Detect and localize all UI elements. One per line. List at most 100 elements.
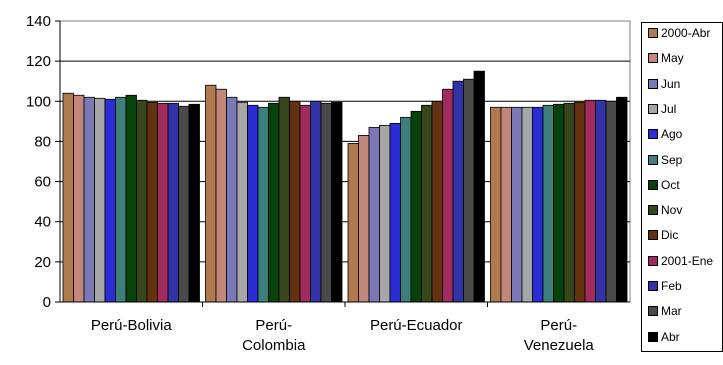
x-tick-label: Perú-Ecuador bbox=[370, 317, 463, 334]
legend-label: 2000-Abr bbox=[661, 26, 711, 40]
bar-may-1 bbox=[215, 88, 227, 303]
bar-may-3 bbox=[500, 106, 512, 303]
bar-dic-2 bbox=[431, 100, 443, 303]
y-tick-label: 20 bbox=[34, 254, 51, 271]
bar-ago-0 bbox=[104, 98, 116, 303]
legend-swatch bbox=[648, 179, 658, 190]
legend-swatch bbox=[648, 331, 658, 342]
bar-abr-2 bbox=[473, 70, 485, 303]
legend-swatch bbox=[648, 78, 658, 89]
bar-oct-0 bbox=[125, 94, 137, 303]
bar-nov-0 bbox=[136, 99, 148, 303]
bar-2000-abr-0 bbox=[62, 92, 74, 303]
bar-2000-abr-2 bbox=[347, 143, 359, 303]
bar-dic-0 bbox=[146, 101, 158, 303]
legend-label: Ago bbox=[661, 127, 683, 142]
legend: 2000-Abr May Jun Jul Ago Sep Oct Nov Dic 2001-Ene… bbox=[641, 22, 723, 352]
legend-item: Nov bbox=[648, 202, 682, 218]
legend-item: Jun bbox=[648, 76, 680, 92]
bar-jul-3 bbox=[521, 106, 533, 303]
x-axis: Perú-Bolivia Perú-Colombia Perú-Ecuador Per… bbox=[60, 301, 630, 354]
legend-swatch bbox=[648, 306, 658, 317]
bar-abr-3 bbox=[616, 96, 628, 303]
legend-label: Dic bbox=[661, 228, 679, 243]
bar-abr-1 bbox=[331, 101, 343, 303]
bar-sep-3 bbox=[542, 104, 554, 303]
bar-jun-3 bbox=[511, 106, 523, 303]
legend-item: Feb bbox=[648, 278, 682, 294]
legend-label: Nov bbox=[661, 203, 683, 218]
chart: 0 20 40 60 80 100 120 140 Perú-Bolivia Perú-Colo… bbox=[26, 13, 631, 354]
legend-item: Sep bbox=[648, 152, 682, 168]
legend-item: Abr bbox=[648, 329, 680, 345]
bar-nov-3 bbox=[563, 102, 575, 303]
legend-item: Jul bbox=[648, 101, 676, 117]
bar-2001-ene-2 bbox=[442, 88, 454, 303]
bar-jul-1 bbox=[236, 101, 248, 303]
bar-may-2 bbox=[358, 135, 370, 303]
bar-feb-1 bbox=[310, 100, 322, 303]
bar-ago-2 bbox=[389, 122, 401, 303]
bar-2001-ene-0 bbox=[157, 102, 169, 303]
legend-item: Ago bbox=[648, 126, 682, 142]
bar-nov-1 bbox=[278, 96, 290, 303]
bar-oct-2 bbox=[410, 110, 422, 303]
bar-jul-2 bbox=[379, 124, 391, 303]
bar-2001-ene-3 bbox=[584, 99, 596, 303]
bar-may-0 bbox=[73, 94, 85, 303]
legend-label: Feb bbox=[661, 279, 682, 293]
bar-sep-1 bbox=[257, 106, 269, 303]
bars bbox=[62, 70, 628, 303]
legend-swatch bbox=[648, 154, 658, 165]
bar-ago-1 bbox=[247, 104, 259, 303]
bar-oct-3 bbox=[553, 103, 565, 303]
legend-item: Oct bbox=[648, 177, 680, 193]
bar-mar-1 bbox=[320, 102, 332, 303]
legend-item: 2000-Abr bbox=[648, 25, 710, 41]
y-tick-label: 80 bbox=[34, 133, 51, 150]
y-tick-label: 60 bbox=[34, 174, 51, 191]
bar-oct-1 bbox=[268, 102, 280, 303]
legend-swatch bbox=[648, 281, 658, 291]
y-tick-label: 120 bbox=[26, 53, 51, 70]
y-tick-label: 40 bbox=[34, 214, 51, 231]
bar-mar-0 bbox=[178, 105, 190, 303]
bar-sep-2 bbox=[400, 116, 412, 303]
bar-jul-0 bbox=[94, 97, 106, 303]
bar-feb-0 bbox=[167, 102, 179, 303]
legend-label: 2001-Ene bbox=[661, 253, 714, 268]
legend-swatch bbox=[648, 103, 658, 114]
legend-label: Mar bbox=[661, 304, 682, 319]
x-tick-label: Perú-Colombia bbox=[242, 317, 306, 354]
legend-item: Dic bbox=[648, 227, 678, 243]
legend-swatch bbox=[648, 129, 658, 140]
y-axis: 0 20 40 60 80 100 120 140 bbox=[26, 13, 61, 311]
bar-feb-2 bbox=[452, 80, 464, 303]
bar-mar-2 bbox=[463, 78, 475, 303]
legend-swatch bbox=[648, 28, 658, 38]
legend-label: Oct bbox=[661, 177, 680, 192]
legend-swatch bbox=[648, 255, 658, 266]
bar-ago-3 bbox=[532, 106, 544, 303]
legend-item: 2001-Ene bbox=[648, 253, 713, 269]
bar-sep-0 bbox=[115, 96, 127, 303]
x-tick-label: Perú-Bolivia bbox=[91, 317, 173, 334]
bar-2001-ene-1 bbox=[299, 104, 311, 303]
legend-swatch bbox=[648, 205, 658, 216]
bar-nov-2 bbox=[421, 104, 433, 303]
bar-jun-1 bbox=[226, 96, 238, 303]
bar-jun-0 bbox=[83, 96, 95, 303]
bar-feb-3 bbox=[595, 99, 607, 303]
legend-label: Jun bbox=[661, 76, 681, 91]
y-tick-label: 100 bbox=[26, 93, 51, 110]
bar-2000-abr-3 bbox=[490, 106, 502, 303]
bar-dic-1 bbox=[289, 100, 301, 303]
y-tick-label: 140 bbox=[26, 13, 51, 30]
legend-label: Jul bbox=[661, 101, 677, 116]
legend-label: Sep bbox=[661, 152, 683, 167]
legend-swatch bbox=[648, 53, 658, 64]
legend-label: Abr bbox=[661, 329, 680, 344]
bar-dic-3 bbox=[574, 101, 586, 303]
legend-item: Mar bbox=[648, 303, 682, 319]
bar-abr-0 bbox=[188, 103, 200, 303]
